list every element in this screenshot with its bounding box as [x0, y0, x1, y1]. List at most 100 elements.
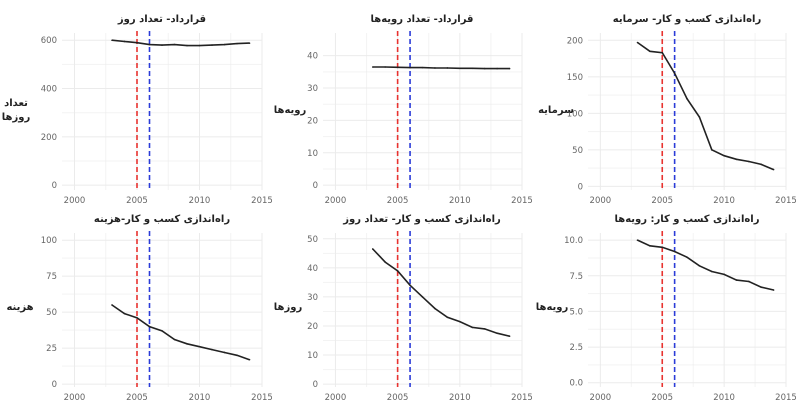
x-tick-label: 2015 [251, 196, 273, 206]
series-line [111, 39, 250, 47]
data-point [471, 67, 474, 70]
chart-panel-1: 2000 2005 2010 2015 0 200 400 600 قرارداد- تعداد… [2, 14, 273, 206]
chart-panel-3: 2000 2005 2010 2015 0 50 100 150 200 راه‌اندازی ک… [538, 14, 797, 206]
x-tick-label: 2005 [126, 196, 148, 206]
x-tick-label: 2010 [713, 196, 735, 206]
y-tick-label: 100 [41, 236, 57, 246]
data-point [673, 250, 676, 253]
data-point [649, 50, 651, 53]
y-tick-label: 0 [578, 182, 583, 192]
data-point [248, 358, 251, 361]
data-point [371, 248, 374, 250]
data-point [661, 246, 664, 249]
x-tick-label: 2005 [126, 393, 148, 403]
x-tick-label: 2010 [449, 196, 471, 206]
data-point [384, 261, 386, 263]
y-axis-label: روزها [274, 302, 303, 313]
data-point [698, 116, 701, 118]
data-point [198, 44, 201, 47]
data-point [649, 245, 651, 247]
y-tick-label: 600 [41, 36, 57, 46]
y-tick-label: 200 [41, 133, 57, 143]
y-tick-label: 10 [307, 351, 318, 361]
data-point [371, 66, 374, 68]
y-tick-label: 2.5 [569, 343, 583, 353]
data-point [421, 296, 424, 298]
data-point [748, 160, 750, 163]
y-tick-label: 0.0 [569, 379, 583, 389]
y-axis-label: روزها [2, 112, 31, 123]
data-point [735, 279, 738, 281]
data-point [483, 67, 486, 70]
data-point [123, 312, 126, 315]
data-point [459, 320, 461, 323]
data-point [496, 332, 498, 335]
data-point [508, 67, 511, 70]
y-tick-label: 10.0 [564, 236, 583, 246]
data-point [760, 163, 763, 166]
y-axis-label: هزینه [6, 302, 33, 313]
series-line [111, 304, 250, 361]
data-point [409, 284, 411, 287]
y-axis-label: رویه‌ها [274, 105, 307, 116]
data-point [446, 316, 449, 319]
y-tick-label: 0 [313, 181, 318, 191]
panel-title: راه‌اندازی کسب و کار: رویه‌ها [615, 214, 760, 225]
series-line [637, 239, 774, 291]
x-tick-label: 2015 [251, 393, 273, 403]
series-line [637, 41, 774, 171]
data-point [186, 343, 188, 345]
chart-panel-6: 2000 2005 2010 2015 0.0 2.5 5.0 7.5 10.0 راه‌اندا… [536, 214, 797, 403]
data-point [198, 345, 201, 348]
data-point [710, 270, 713, 273]
data-point [772, 289, 775, 291]
panel-title: قرارداد- تعداد رویه‌ها [371, 14, 474, 25]
x-tick-label: 2010 [713, 393, 735, 403]
y-axis-label: تعداد [4, 98, 28, 109]
data-point [434, 67, 436, 69]
y-tick-label: 20 [307, 322, 318, 332]
data-point [123, 40, 126, 43]
data-point [686, 256, 688, 259]
x-tick-label: 2015 [775, 393, 797, 403]
data-point [111, 39, 113, 42]
data-point [173, 43, 176, 46]
data-point [396, 269, 399, 272]
y-tick-label: 30 [307, 84, 318, 94]
x-tick-label: 2015 [775, 196, 797, 206]
data-point [211, 44, 213, 46]
x-tick-label: 2010 [449, 393, 471, 403]
series-line [372, 66, 510, 70]
data-point [459, 67, 461, 70]
data-point [496, 67, 498, 70]
series-line [372, 248, 510, 337]
data-point [248, 42, 251, 44]
panel-title: راه‌اندازی کسب و کار-هزینه [94, 214, 230, 225]
x-tick-label: 2010 [189, 393, 211, 403]
x-tick-label: 2000 [325, 393, 347, 403]
data-point [471, 326, 474, 329]
y-axis-label: سرمایه [538, 105, 574, 116]
data-point [384, 66, 386, 68]
data-point [772, 168, 775, 171]
data-point [661, 51, 664, 54]
data-point [136, 41, 138, 44]
data-point [223, 351, 226, 354]
data-point [148, 43, 151, 46]
data-point [161, 44, 163, 46]
data-point [748, 280, 750, 283]
x-tick-label: 2000 [590, 393, 612, 403]
x-tick-label: 2005 [651, 196, 673, 206]
y-tick-label: 25 [46, 344, 57, 354]
panel-title: راه‌اندازی کسب و کار- تعداد روز [342, 214, 501, 225]
data-point [211, 348, 213, 351]
y-tick-label: 75 [46, 272, 57, 282]
x-tick-label: 2010 [189, 196, 211, 206]
data-point [236, 354, 238, 357]
y-tick-label: 0 [52, 380, 57, 390]
y-tick-label: 100 [567, 109, 583, 119]
y-tick-label: 20 [307, 116, 318, 126]
data-point [236, 42, 238, 45]
y-tick-label: 150 [567, 73, 583, 83]
